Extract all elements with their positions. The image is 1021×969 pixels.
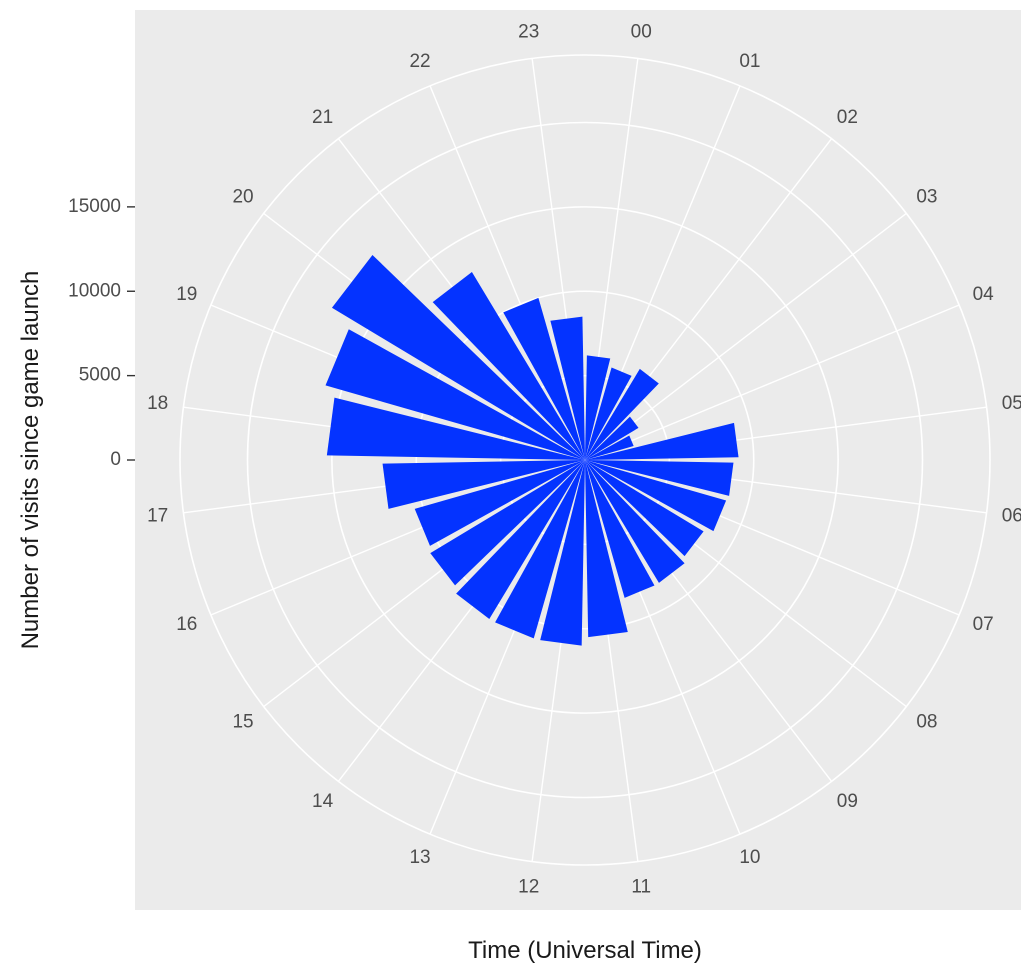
bar-17 (382, 460, 585, 509)
bar-10 (585, 460, 655, 598)
hour-label-10: 10 (739, 847, 760, 868)
hour-label-09: 09 (837, 791, 858, 812)
bar-15 (430, 460, 585, 586)
hour-label-04: 04 (973, 284, 995, 305)
grid-circle (246, 121, 924, 799)
bar-12 (540, 460, 585, 646)
bar-22 (503, 297, 585, 460)
bar-08 (585, 460, 704, 557)
hour-labels: 00 01 02 03 04 05 06 07 08 09 10 11 12 13 14 15 16 17 18 19… (147, 22, 1021, 898)
bar-05 (585, 422, 739, 460)
bar-02 (585, 368, 659, 460)
grid-circle (331, 206, 839, 714)
hour-label-22: 22 (409, 51, 430, 72)
bar-14 (456, 460, 585, 620)
y-tick-label: 0 (110, 449, 121, 470)
bar-19 (325, 329, 585, 460)
bar-07 (585, 460, 727, 532)
bar-13 (495, 460, 585, 639)
hour-label-15: 15 (232, 711, 253, 732)
hour-label-08: 08 (916, 711, 937, 732)
hour-label-05: 05 (1002, 393, 1021, 414)
bar-03 (585, 416, 639, 460)
bar-01 (585, 367, 632, 460)
hour-label-03: 03 (916, 187, 937, 208)
bar-16 (414, 460, 585, 546)
grid-spoke (584, 212, 907, 461)
hour-label-11: 11 (631, 876, 651, 897)
bar-04 (585, 435, 634, 460)
hour-label-16: 16 (176, 614, 197, 635)
bar-21 (432, 272, 585, 460)
hour-label-13: 13 (409, 847, 430, 868)
y-tick-label: 15000 (68, 196, 121, 217)
hour-label-00: 00 (631, 22, 652, 43)
hour-label-19: 19 (176, 284, 197, 305)
hour-label-12: 12 (518, 876, 539, 897)
y-axis-title: Number of visits since game launch (17, 271, 44, 650)
bar-00 (585, 355, 611, 460)
hour-label-18: 18 (147, 393, 168, 414)
bar-20 (331, 254, 585, 460)
grid-spoke (584, 304, 960, 461)
grid-outer-circle (179, 54, 991, 866)
hour-label-21: 21 (312, 107, 333, 128)
y-tick-label: 5000 (79, 365, 121, 386)
hour-label-23: 23 (518, 22, 539, 43)
bar-18 (326, 397, 585, 460)
y-tick-label: 10000 (68, 280, 121, 301)
hour-label-17: 17 (147, 505, 168, 526)
x-axis-title: Time (Universal Time) (468, 937, 702, 964)
hour-label-01: 01 (739, 51, 760, 72)
hour-label-14: 14 (312, 791, 334, 812)
bar-11 (585, 460, 628, 638)
bar-06 (585, 460, 734, 496)
bar-09 (585, 460, 685, 583)
hour-label-02: 02 (837, 107, 858, 128)
hour-label-06: 06 (1002, 505, 1021, 526)
y-axis: 0 5000 10000 15000 (68, 196, 135, 470)
grid-circle (415, 290, 755, 630)
grid-circle (499, 374, 671, 546)
hour-label-20: 20 (232, 187, 253, 208)
bars (325, 254, 739, 646)
hour-label-07: 07 (973, 614, 994, 635)
bar-23 (550, 316, 585, 460)
plot-panel (135, 10, 1021, 910)
